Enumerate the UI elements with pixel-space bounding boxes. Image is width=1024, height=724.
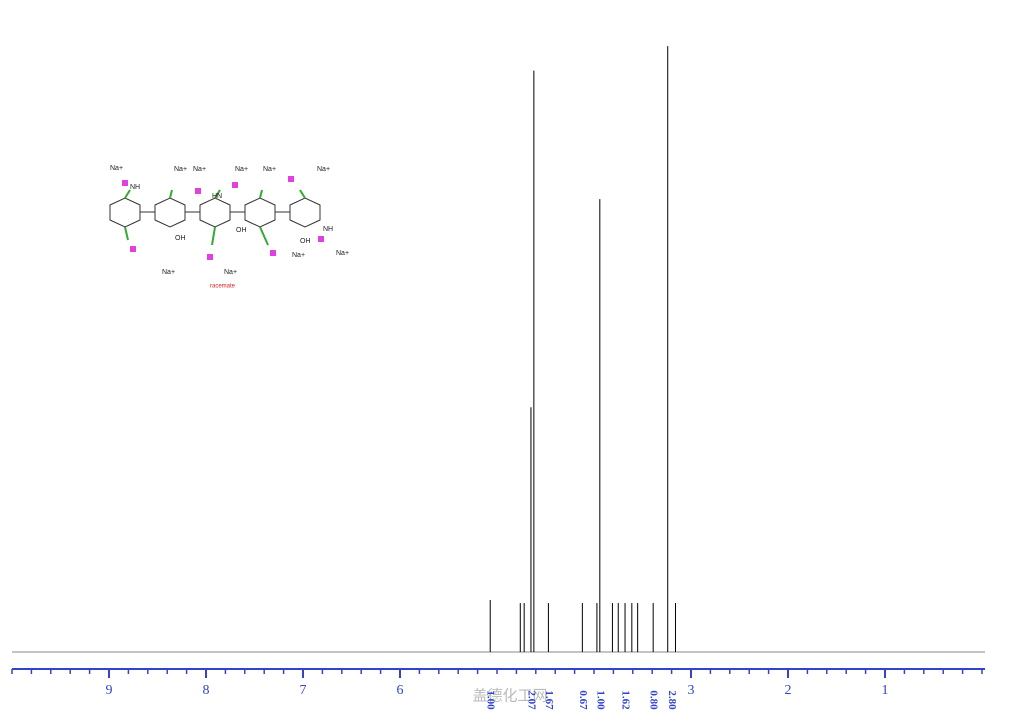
x-tick-label: 7 [300,683,307,698]
integral-label: 0.80 [648,690,660,710]
integral-label: 2.07 [525,690,537,710]
watermark: 盖德化工网 [472,686,547,704]
molecule-label: NH [323,226,333,233]
molecule-label: Na+ [235,166,248,173]
x-tick-label: 1 [882,683,889,698]
molecule-label: OH [175,235,186,242]
molecule-label: Na+ [224,269,237,276]
x-tick-label: 9 [106,683,113,698]
molecule-note: racemate [210,284,236,290]
integral-label: 2.80 [666,690,678,710]
integral-label: 0.67 [577,690,589,710]
molecule-label: Na+ [292,252,305,259]
molecule-label: OH [300,238,311,245]
integral-label: 1.00 [485,690,497,710]
x-tick-label: 3 [688,683,695,698]
molecule-label: Na+ [263,166,276,173]
molecule-label: Na+ [162,269,175,276]
molecule-label: Na+ [110,165,123,172]
integral-label: 1.67 [543,690,555,710]
integral-label: 1.00 [594,690,606,710]
x-tick-label: 8 [203,683,210,698]
molecule-label: Na+ [193,166,206,173]
molecule-label: NH [130,184,140,191]
molecule-label: HN [212,193,222,200]
x-tick-label: 6 [397,683,404,698]
molecule-label: Na+ [336,250,349,257]
molecule-label: OH [236,227,247,234]
molecule: Na+ Na+ Na+ Na+ Na+ Na+ Na+ Na+ Na+ Na+ … [109,165,349,290]
integral-label: 1.62 [620,690,632,710]
molecule-label: Na+ [317,166,330,173]
molecule-label: Na+ [174,166,187,173]
x-tick-label: 2 [785,683,792,698]
